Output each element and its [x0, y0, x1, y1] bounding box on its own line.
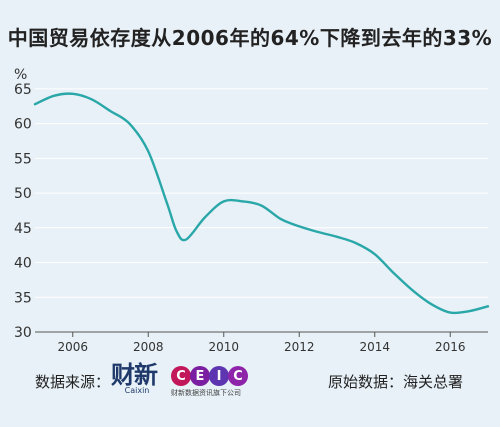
y-tick-label: 60 [14, 117, 32, 133]
y-tick-label: 30 [14, 325, 32, 341]
y-tick-label: 55 [14, 151, 32, 167]
ceic-logo-letter: C [228, 366, 248, 386]
caixin-logo-subtext: Caixin [124, 386, 150, 395]
caixin-logo-mark: 财新 [111, 360, 158, 389]
ceic-logo-letter: I [209, 366, 229, 386]
original-data-label: 原始数据：海关总署 [328, 373, 464, 391]
y-axis-unit-label: % [14, 67, 27, 83]
x-tick-label: 2016 [435, 340, 466, 354]
caixin-logo: 财新 Caixin [111, 362, 163, 398]
y-tick-label: 50 [14, 186, 32, 202]
x-tick-label: 2008 [133, 340, 164, 354]
x-tick-label: 2010 [208, 340, 239, 354]
y-tick-label: 45 [14, 221, 32, 237]
chart-title: 中国贸易依存度从2006年的64%下降到去年的33% [7, 26, 493, 50]
series-line [33, 92, 490, 315]
source-label: 数据来源： [35, 373, 111, 391]
y-tick-label: 40 [14, 256, 32, 272]
ceic-logo-letter: E [190, 366, 210, 386]
ceic-logo-letter: C [171, 366, 191, 386]
y-tick-label: 35 [14, 290, 32, 306]
x-tick-label: 2014 [359, 340, 390, 354]
x-tick-label: 2012 [284, 340, 315, 354]
ceic-logo-subtext: 财新数据资讯旗下公司 [171, 389, 241, 397]
x-tick-label: 2006 [57, 340, 88, 354]
y-tick-label: 65 [14, 82, 32, 98]
